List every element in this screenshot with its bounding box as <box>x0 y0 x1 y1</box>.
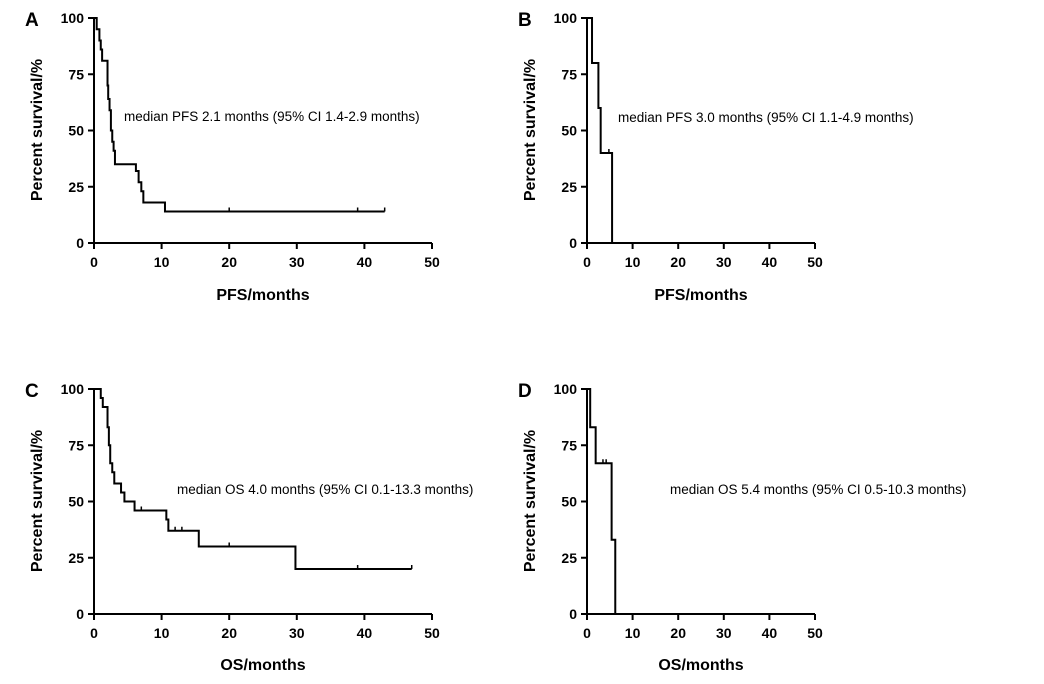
panel-label-d: D <box>518 381 532 402</box>
y-tick-label-b-25: 25 <box>561 179 577 195</box>
y-tick-label-a-25: 25 <box>68 179 84 195</box>
median-annotation-a: median PFS 2.1 months (95% CI 1.4-2.9 mo… <box>124 109 420 124</box>
y-tick-label-a-75: 75 <box>68 66 84 82</box>
median-annotation-d: median OS 5.4 months (95% CI 0.5-10.3 mo… <box>670 482 966 497</box>
y-tick-label-b-75: 75 <box>561 66 577 82</box>
x-tick-label-b-20: 20 <box>670 254 686 270</box>
y-tick-label-d-75: 75 <box>561 437 577 453</box>
x-axis-title-d: OS/months <box>658 657 743 674</box>
x-tick-label-a-0: 0 <box>90 254 98 270</box>
y-tick-label-c-75: 75 <box>68 437 84 453</box>
x-tick-label-d-30: 30 <box>716 625 732 641</box>
x-tick-label-a-10: 10 <box>154 254 170 270</box>
y-tick-label-b-0: 0 <box>569 235 577 251</box>
x-tick-label-a-20: 20 <box>221 254 237 270</box>
y-tick-label-a-0: 0 <box>76 235 84 251</box>
x-tick-label-d-50: 50 <box>807 625 823 641</box>
x-tick-label-a-40: 40 <box>357 254 373 270</box>
x-tick-label-c-20: 20 <box>221 625 237 641</box>
km-curve-b <box>587 17 614 243</box>
y-tick-label-d-25: 25 <box>561 550 577 566</box>
median-annotation-c: median OS 4.0 months (95% CI 0.1-13.3 mo… <box>177 482 473 497</box>
x-tick-label-b-40: 40 <box>762 254 778 270</box>
x-tick-label-d-40: 40 <box>762 625 778 641</box>
y-axis-title-a: Percent survival/% <box>29 59 46 201</box>
km-curve-d <box>587 388 617 614</box>
x-tick-label-b-30: 30 <box>716 254 732 270</box>
x-tick-label-a-30: 30 <box>289 254 305 270</box>
panel-label-b: B <box>518 10 532 31</box>
panel-d: D 0 25 50 75 100 0 10 20 30 40 50 OS/months Percent s… <box>518 381 966 674</box>
y-tick-label-a-100: 100 <box>61 10 85 26</box>
y-tick-label-a-50: 50 <box>68 123 84 139</box>
y-tick-label-c-0: 0 <box>76 606 84 622</box>
y-axis-title-c: Percent survival/% <box>29 430 46 572</box>
km-curve-c <box>94 388 412 570</box>
y-tick-label-c-25: 25 <box>68 550 84 566</box>
km-curve-a <box>94 17 385 213</box>
y-tick-label-d-0: 0 <box>569 606 577 622</box>
median-annotation-b: median PFS 3.0 months (95% CI 1.1-4.9 mo… <box>618 110 914 125</box>
y-axis-title-b: Percent survival/% <box>522 59 539 201</box>
y-tick-label-c-100: 100 <box>61 381 85 397</box>
x-tick-label-b-50: 50 <box>807 254 823 270</box>
x-tick-label-c-10: 10 <box>154 625 170 641</box>
y-tick-label-b-100: 100 <box>554 10 578 26</box>
panel-a: A 0 25 50 75 100 0 10 20 30 40 50 PFS/months Percent … <box>25 10 440 304</box>
x-tick-label-d-0: 0 <box>583 625 591 641</box>
x-tick-label-b-0: 0 <box>583 254 591 270</box>
panel-c: C 0 25 50 75 100 0 10 20 30 40 50 OS/months Percent s… <box>25 381 473 674</box>
x-tick-label-d-10: 10 <box>625 625 641 641</box>
x-tick-label-c-0: 0 <box>90 625 98 641</box>
x-axis-title-b: PFS/months <box>654 287 747 304</box>
y-tick-label-d-100: 100 <box>554 381 578 397</box>
x-tick-label-a-50: 50 <box>424 254 440 270</box>
x-tick-label-c-30: 30 <box>289 625 305 641</box>
x-axis-title-c: OS/months <box>220 657 305 674</box>
panel-b: B 0 25 50 75 100 0 10 20 30 40 50 PFS/months Percent … <box>518 10 914 304</box>
y-axis-title-d: Percent survival/% <box>522 430 539 572</box>
x-tick-label-c-40: 40 <box>357 625 373 641</box>
y-tick-label-b-50: 50 <box>561 123 577 139</box>
x-axis-title-a: PFS/months <box>216 287 309 304</box>
panel-label-a: A <box>25 10 39 31</box>
panel-label-c: C <box>25 381 39 402</box>
x-tick-label-d-20: 20 <box>670 625 686 641</box>
y-tick-label-c-50: 50 <box>68 494 84 510</box>
x-tick-label-c-50: 50 <box>424 625 440 641</box>
x-tick-label-b-10: 10 <box>625 254 641 270</box>
y-tick-label-d-50: 50 <box>561 494 577 510</box>
